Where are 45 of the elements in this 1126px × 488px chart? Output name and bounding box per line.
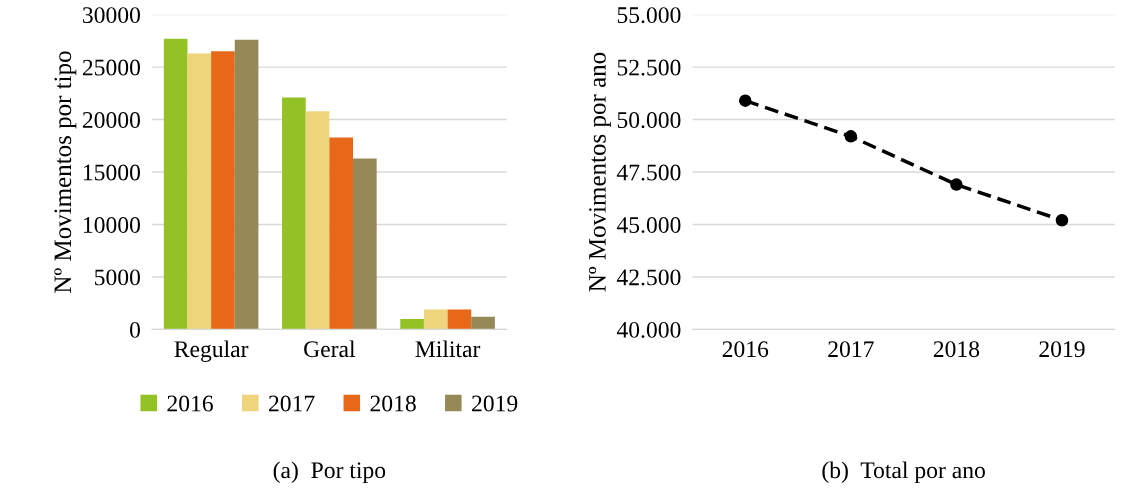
y-tick-label: 20000: [82, 112, 140, 128]
y-tick-label: 5000: [95, 269, 140, 286]
x-tick-label: Militar: [415, 340, 481, 358]
y-tick-label: 50.000: [617, 112, 681, 129]
y-axis-title: Nº Movimentos por ano: [588, 52, 611, 292]
bar: [211, 51, 235, 330]
x-tick-label: Geral: [304, 340, 356, 358]
y-tick-label: 0: [129, 321, 140, 338]
x-tick-label: 2018: [933, 341, 980, 358]
bar: [353, 158, 377, 330]
bar: [282, 97, 306, 330]
point: [1055, 214, 1069, 227]
legend-label: 2018: [370, 395, 416, 412]
y-tick-label: 30000: [83, 7, 140, 24]
bar: [163, 38, 188, 330]
y-tick-label: 52.500: [617, 59, 681, 76]
y-tick-label: 42.500: [616, 269, 681, 286]
bar: [400, 318, 424, 330]
bar: [187, 53, 212, 330]
x-tick-label: 2019: [1039, 341, 1085, 358]
x-tick-label: 2017: [828, 341, 874, 358]
y-tick-label: 25000: [82, 59, 140, 76]
legend-label: 2019: [472, 395, 518, 412]
y-axis-title: Nº Movimentos por tipo: [54, 51, 77, 293]
bar: [234, 39, 259, 330]
y-tick-label: 10000: [83, 216, 140, 233]
y-tick-label: 47.500: [616, 164, 681, 181]
legend-label: 2016: [167, 395, 213, 412]
y-tick-label: 40.000: [616, 321, 681, 338]
point: [844, 130, 858, 143]
point: [950, 178, 963, 191]
y-tick-label: 15000: [83, 164, 140, 181]
bar: [447, 309, 472, 330]
bar: [305, 111, 330, 330]
y-tick-label: 45.000: [616, 216, 681, 234]
text: (b) Total por ano: [822, 461, 985, 484]
bar: [423, 309, 448, 330]
text: (a) Por tipo: [273, 461, 386, 484]
bar: [471, 316, 495, 330]
y-tick-label: 55.000: [617, 7, 681, 24]
bar: [329, 137, 353, 330]
x-tick-label: Regular: [174, 340, 249, 362]
legend-label: 2017: [269, 395, 315, 412]
point: [739, 94, 752, 107]
x-tick-label: 2016: [722, 341, 769, 358]
